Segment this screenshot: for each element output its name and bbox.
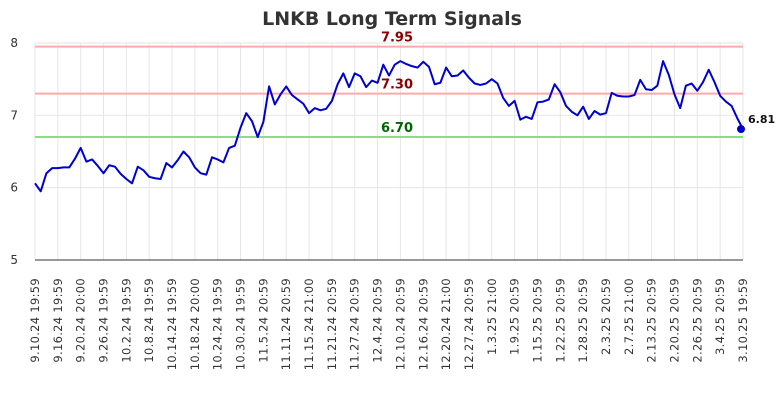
- x-tick-label: 11.15.24 21:00: [302, 278, 316, 370]
- x-tick-label: 10.8.24 19:59: [142, 278, 156, 363]
- reference-lines: 7.95 7.30 6.70: [35, 31, 743, 139]
- x-tick-label: 2.20.25 20:59: [667, 278, 681, 363]
- x-tick-label: 2.13.25 20:59: [645, 278, 659, 363]
- y-tick-label: 5: [10, 253, 18, 267]
- grid: [34, 42, 744, 261]
- reference-label: 6.70: [381, 121, 413, 136]
- x-tick-label: 3.10.25 19:59: [736, 278, 750, 363]
- x-tick-label: 10.30.24 19:59: [234, 278, 248, 370]
- plot-area: 6.81: [34, 60, 775, 193]
- x-tick-label: 1.15.25 20:59: [530, 278, 544, 363]
- x-tick-label: 12.20.24 21:00: [439, 278, 453, 370]
- x-tick-label: 9.10.24 19:59: [28, 278, 42, 363]
- x-tick-label: 12.10.24 20:59: [393, 278, 407, 370]
- x-tick-label: 12.27.24 20:59: [462, 278, 476, 370]
- x-tick-label: 10.2.24 19:59: [119, 278, 133, 363]
- x-axis: 9.10.24 19:59 9.16.24 19:59 9.20.24 20:00 9…: [28, 278, 750, 370]
- x-tick-label: 1.9.25 20:59: [508, 278, 522, 355]
- x-tick-label: 11.27.24 20:59: [348, 278, 362, 370]
- x-tick-label: 10.24.24 19:59: [211, 278, 225, 370]
- x-tick-label: 10.14.24 19:59: [165, 278, 179, 370]
- x-tick-label: 3.4.25 20:59: [713, 278, 727, 355]
- x-tick-label: 12.4.24 20:59: [371, 278, 385, 363]
- x-tick-label: 9.20.24 20:00: [74, 278, 88, 363]
- x-tick-label: 1.22.25 20:59: [553, 278, 567, 363]
- x-tick-label: 2.26.25 20:59: [690, 278, 704, 363]
- y-axis: 5 6 7 8: [10, 36, 18, 267]
- x-tick-label: 12.16.24 20:59: [416, 278, 430, 370]
- x-tick-label: 11.11.24 20:59: [279, 278, 293, 370]
- x-tick-label: 10.18.24 20:00: [188, 278, 202, 370]
- x-tick-label: 11.5.24 20:59: [256, 278, 270, 363]
- reference-label: 7.95: [381, 31, 413, 46]
- y-tick-label: 7: [10, 108, 18, 122]
- x-tick-label: 1.28.25 20:59: [576, 278, 590, 363]
- x-tick-label: 9.16.24 19:59: [51, 278, 65, 363]
- x-tick-label: 2.3.25 20:59: [599, 278, 613, 355]
- series-line: [34, 60, 744, 193]
- reference-label: 7.30: [381, 78, 413, 93]
- x-tick-label: 11.21.24 20:59: [325, 278, 339, 370]
- x-tick-label: 2.7.25 21:00: [622, 278, 636, 355]
- y-tick-label: 6: [10, 181, 18, 195]
- x-tick-label: 1.3.25 21:00: [485, 278, 499, 355]
- y-tick-label: 8: [10, 36, 18, 50]
- last-point-marker: [737, 125, 745, 134]
- last-point-label: 6.81: [748, 113, 775, 126]
- chart-title: LNKB Long Term Signals: [262, 8, 522, 30]
- x-tick-label: 9.26.24 19:59: [97, 278, 111, 363]
